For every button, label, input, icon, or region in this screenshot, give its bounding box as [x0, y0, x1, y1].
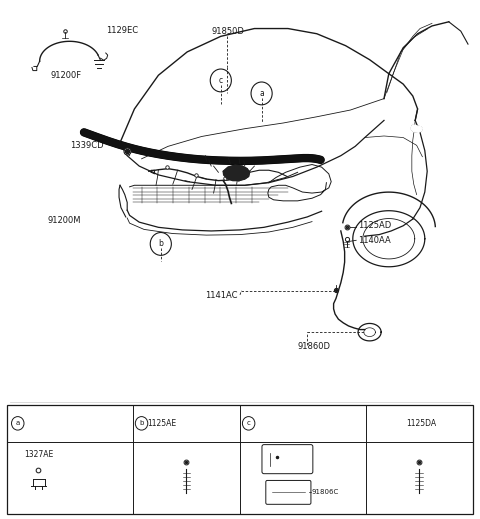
Text: c: c	[219, 76, 223, 85]
Text: b: b	[158, 239, 163, 249]
Text: b: b	[139, 420, 144, 426]
Text: 1327AE: 1327AE	[24, 450, 53, 459]
Polygon shape	[411, 125, 422, 132]
Text: 91200F: 91200F	[50, 71, 82, 80]
Text: 91200M: 91200M	[48, 216, 82, 225]
Text: 1129EC: 1129EC	[106, 25, 138, 35]
Bar	[7, 405, 473, 514]
Text: 91806C: 91806C	[312, 489, 339, 495]
Text: 1125AD: 1125AD	[358, 221, 391, 230]
Text: 1125DA: 1125DA	[406, 419, 436, 428]
Text: 1339CD: 1339CD	[70, 141, 103, 150]
Text: a: a	[16, 420, 20, 426]
Text: 1140AA: 1140AA	[358, 236, 390, 245]
Polygon shape	[223, 165, 250, 181]
Text: 1141AC: 1141AC	[205, 291, 238, 301]
Text: a: a	[259, 89, 264, 98]
Text: 91860D: 91860D	[298, 342, 331, 351]
Text: 91850D: 91850D	[211, 26, 244, 36]
Text: 1125AE: 1125AE	[147, 419, 176, 428]
Text: c: c	[247, 420, 251, 426]
